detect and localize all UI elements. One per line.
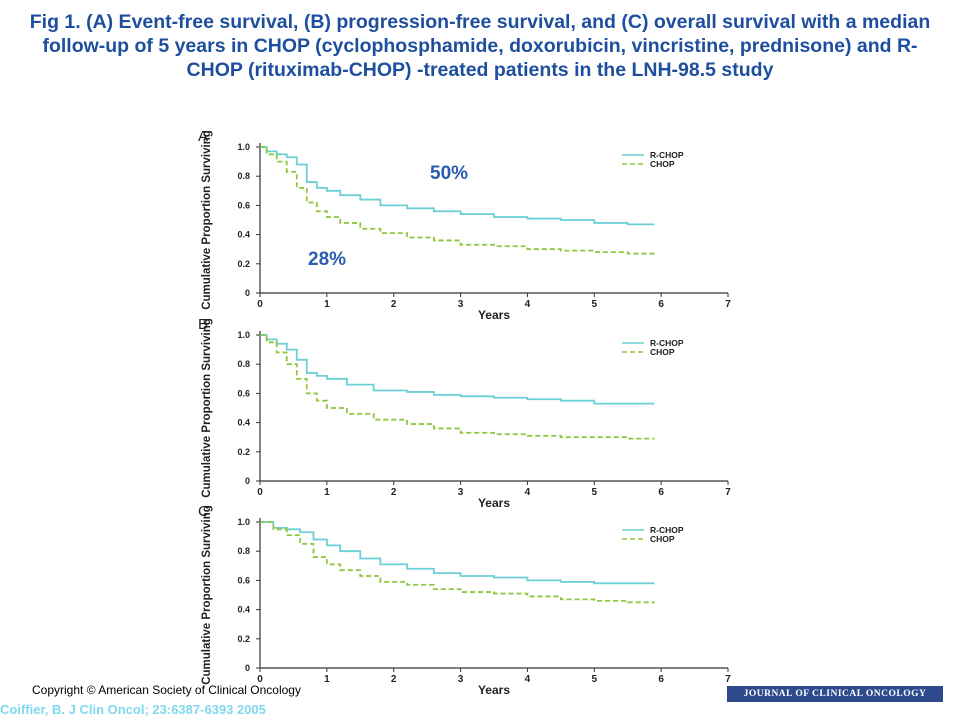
x-tick-label: 6 (658, 674, 664, 685)
y-tick-label: 0.4 (237, 230, 250, 240)
km-plot-panel-b: B 0 0.2 0.4 0.6 0.8 1.0 0 1 2 3 4 5 6 7 Years Cumulative… (198, 316, 731, 510)
y-tick-label: 0.6 (237, 575, 250, 585)
x-axis-label: Years (478, 308, 510, 322)
series-line-chop (260, 146, 655, 255)
journal-logo: JOURNAL OF CLINICAL ONCOLOGY (727, 686, 943, 702)
x-tick-label: 3 (458, 674, 464, 685)
x-tick-label: 4 (525, 674, 531, 685)
series-line-chop (260, 521, 655, 604)
rchop-percentage-annotation: 50% (430, 163, 469, 184)
x-tick-label: 7 (725, 487, 731, 498)
x-tick-label: 5 (592, 487, 598, 498)
y-axis-label: Cumulative Proportion Surviving (201, 318, 213, 498)
y-tick-label: 0.2 (237, 447, 250, 457)
y-tick-label: 0 (245, 663, 250, 673)
x-tick-label: 0 (257, 299, 263, 310)
x-tick-label: 2 (391, 299, 397, 310)
x-tick-label: 7 (725, 299, 731, 310)
legend-label: CHOP (650, 347, 675, 357)
series-line-r-chop (260, 146, 655, 226)
x-tick-label: 2 (391, 487, 397, 498)
x-axis-label: Years (478, 683, 510, 697)
x-tick-label: 1 (324, 487, 330, 498)
y-tick-label: 1.0 (237, 330, 250, 340)
copyright-notice: Copyright © American Society of Clinical… (32, 683, 301, 697)
panel-letter: C (198, 503, 209, 520)
x-tick-label: 3 (458, 299, 464, 310)
legend-label: R-CHOP (650, 150, 684, 160)
y-tick-label: 0.4 (237, 605, 250, 615)
y-tick-label: 0 (245, 288, 250, 298)
y-axis-label: Cumulative Proportion Surviving (201, 505, 213, 685)
y-tick-label: 0.8 (237, 171, 250, 181)
y-tick-label: 0.6 (237, 200, 250, 210)
x-tick-label: 4 (525, 299, 531, 310)
series-line-chop (260, 334, 655, 440)
series-line-r-chop (260, 334, 655, 405)
x-tick-label: 5 (592, 674, 598, 685)
y-tick-label: 0.4 (237, 418, 250, 428)
y-tick-label: 0.6 (237, 388, 250, 398)
x-tick-label: 6 (658, 487, 664, 498)
legend-label: CHOP (650, 159, 675, 169)
y-tick-label: 0.2 (237, 634, 250, 644)
series-line-r-chop (260, 521, 655, 585)
x-tick-label: 6 (658, 299, 664, 310)
y-tick-label: 0.2 (237, 259, 250, 269)
y-axis-label: Cumulative Proportion Surviving (201, 130, 213, 310)
km-plot-panel-a: A 0 0.2 0.4 0.6 0.8 1.0 0 1 2 3 4 5 6 7 Years Cumulative… (198, 128, 731, 322)
y-tick-label: 0.8 (237, 546, 250, 556)
x-tick-label: 5 (592, 299, 598, 310)
y-tick-label: 0.8 (237, 359, 250, 369)
legend-label: R-CHOP (650, 338, 684, 348)
citation-text: Coiffier, B. J Clin Oncol; 23:6387-6393 … (0, 702, 266, 717)
y-tick-label: 1.0 (237, 517, 250, 527)
x-tick-label: 3 (458, 487, 464, 498)
y-tick-label: 0 (245, 476, 250, 486)
panel-letter: B (198, 316, 208, 333)
legend-label: R-CHOP (650, 525, 684, 535)
x-tick-label: 0 (257, 487, 263, 498)
panel-letter: A (198, 128, 208, 145)
y-tick-label: 1.0 (237, 142, 250, 152)
x-tick-label: 0 (257, 674, 263, 685)
x-tick-label: 2 (391, 674, 397, 685)
x-tick-label: 7 (725, 674, 731, 685)
x-axis-label: Years (478, 496, 510, 510)
x-tick-label: 1 (324, 674, 330, 685)
km-plot-panel-c: C 0 0.2 0.4 0.6 0.8 1.0 0 1 2 3 4 5 6 7 Years Cumulative… (198, 503, 731, 697)
x-tick-label: 1 (324, 299, 330, 310)
figure-title: Fig 1. (A) Event-free survival, (B) prog… (29, 11, 931, 81)
chop-percentage-annotation: 28% (308, 249, 347, 270)
x-tick-label: 4 (525, 487, 531, 498)
legend-label: CHOP (650, 534, 675, 544)
